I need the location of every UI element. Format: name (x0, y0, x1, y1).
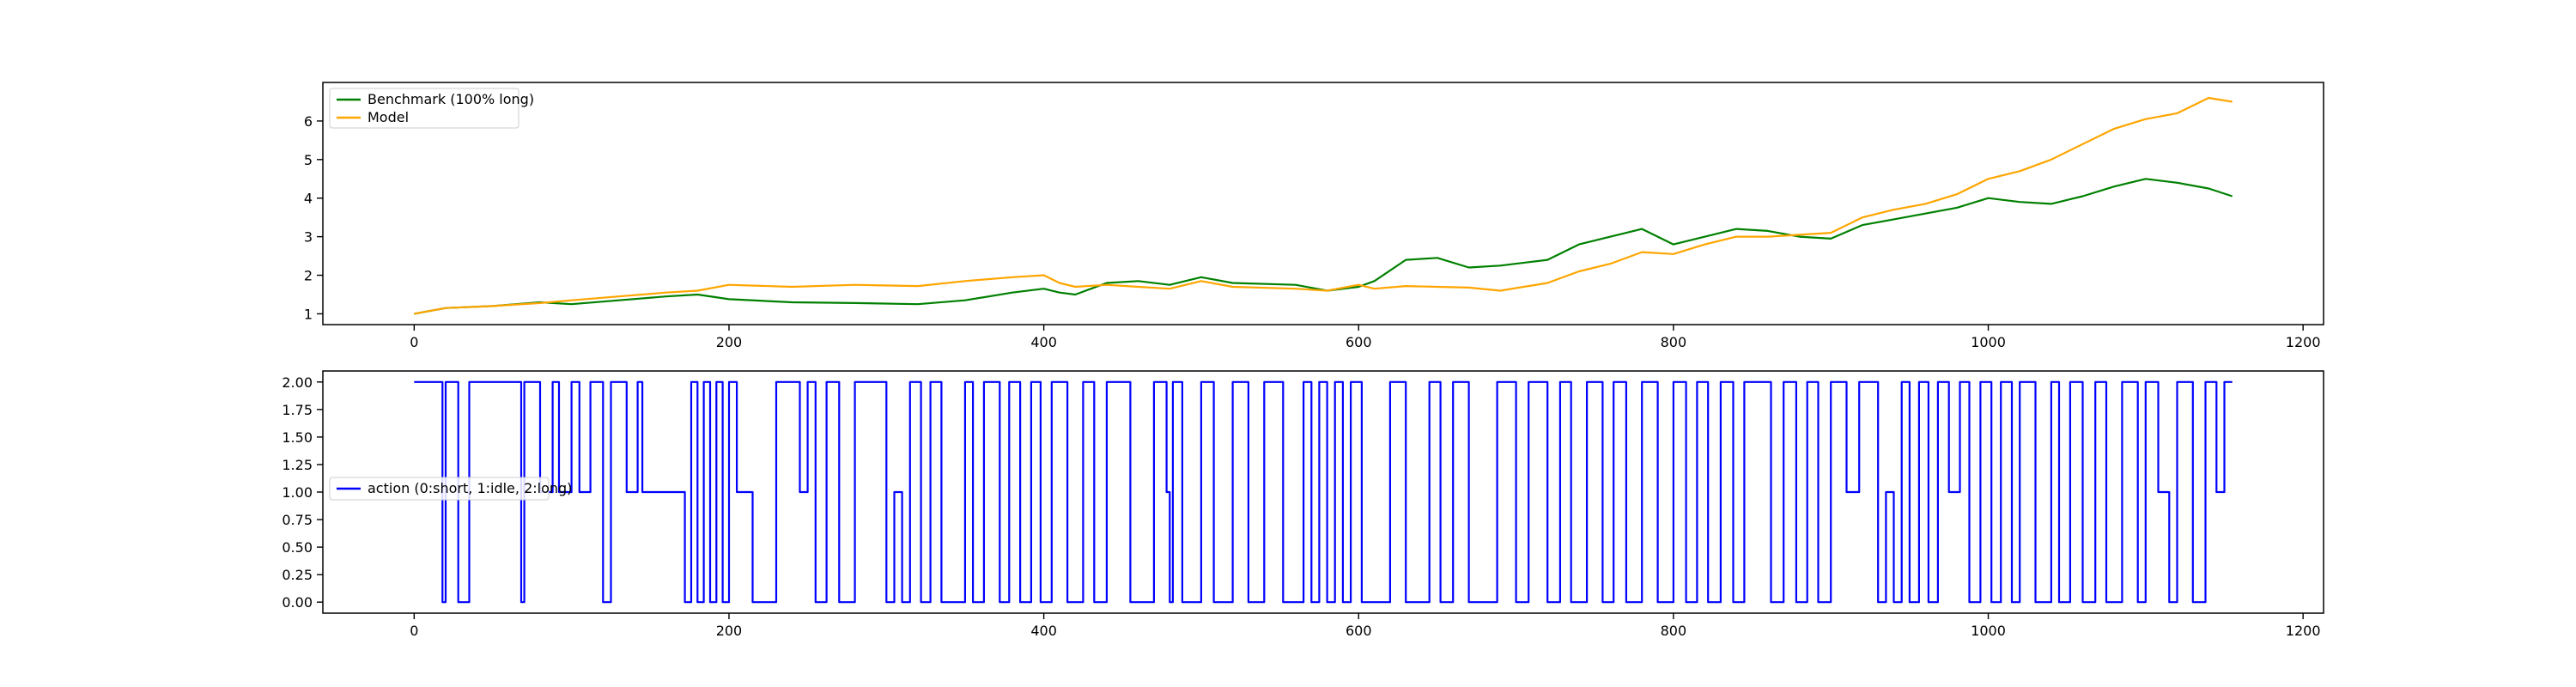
bottom-chart-y-axis: 0.00 0.25 0.50 0.75 1.00 1.25 1.50 1.75 2.00 (282, 374, 323, 611)
legend-label-benchmark: Benchmark (100% long) (368, 91, 534, 107)
x-tick-label: 1000 (1971, 334, 2006, 350)
y-tick-label: 0.75 (282, 512, 313, 528)
series-line-0-0 (414, 178, 2233, 315)
x-tick-label: 0 (410, 334, 418, 350)
legend-item-action: action (0:short, 1:idle, 2:long) (337, 480, 572, 496)
x-tick-label: 400 (1030, 334, 1057, 350)
x-tick-label: 1200 (2286, 334, 2321, 350)
y-tick-label: 6 (304, 113, 313, 130)
legend-label-model: Model (368, 109, 409, 125)
x-tick-label: 200 (716, 334, 743, 350)
top-chart-lines (414, 96, 2233, 315)
y-tick-label: 5 (304, 152, 313, 168)
y-tick-label: 1.50 (282, 429, 313, 446)
y-tick-label: 0.00 (282, 594, 313, 611)
x-tick-label: 600 (1346, 334, 1372, 350)
top-chart-frame (322, 82, 2324, 325)
y-tick-label: 0.25 (282, 567, 313, 583)
y-tick-label: 0.50 (282, 539, 313, 556)
x-tick-label: 1000 (1971, 623, 2006, 639)
y-tick-label: 1.00 (282, 484, 313, 501)
top-chart: 0 200 400 600 800 1000 1200 1 2 3 4 5 6 Benchmark (… (304, 82, 2324, 350)
legend-item-model: Model (337, 109, 409, 125)
x-tick-label: 600 (1346, 623, 1372, 639)
bottom-chart: 0 200 400 600 800 1000 1200 0.00 0.25 0.50 0.75 1.… (282, 370, 2324, 639)
y-tick-label: 2 (304, 268, 313, 284)
legend-item-benchmark: Benchmark (100% long) (337, 91, 534, 107)
legend-label-action: action (0:short, 1:idle, 2:long) (368, 480, 572, 496)
series-line-1-0 (414, 380, 2233, 604)
x-tick-label: 200 (716, 623, 743, 639)
legend-box (329, 477, 550, 501)
x-tick-label: 800 (1661, 334, 1687, 350)
top-chart-y-axis: 1 2 3 4 5 6 (304, 113, 323, 322)
x-tick-label: 0 (410, 623, 418, 639)
top-chart-legend: Benchmark (100% long) Model (329, 88, 534, 129)
y-tick-label: 1.75 (282, 402, 313, 418)
y-tick-label: 1 (304, 306, 313, 322)
bottom-chart-x-axis: 0 200 400 600 800 1000 1200 (410, 613, 2321, 639)
x-tick-label: 800 (1661, 623, 1687, 639)
x-tick-label: 1200 (2286, 623, 2321, 639)
x-tick-label: 400 (1030, 623, 1057, 639)
y-tick-label: 4 (304, 191, 313, 207)
y-tick-label: 1.25 (282, 457, 313, 473)
y-tick-label: 3 (304, 229, 313, 246)
legend-box (329, 88, 519, 129)
bottom-chart-legend: action (0:short, 1:idle, 2:long) (329, 477, 572, 501)
y-tick-label: 2.00 (282, 374, 313, 391)
bottom-chart-lines (414, 380, 2233, 604)
top-chart-x-axis: 0 200 400 600 800 1000 1200 (410, 325, 2321, 350)
series-line-0-1 (414, 96, 2233, 315)
